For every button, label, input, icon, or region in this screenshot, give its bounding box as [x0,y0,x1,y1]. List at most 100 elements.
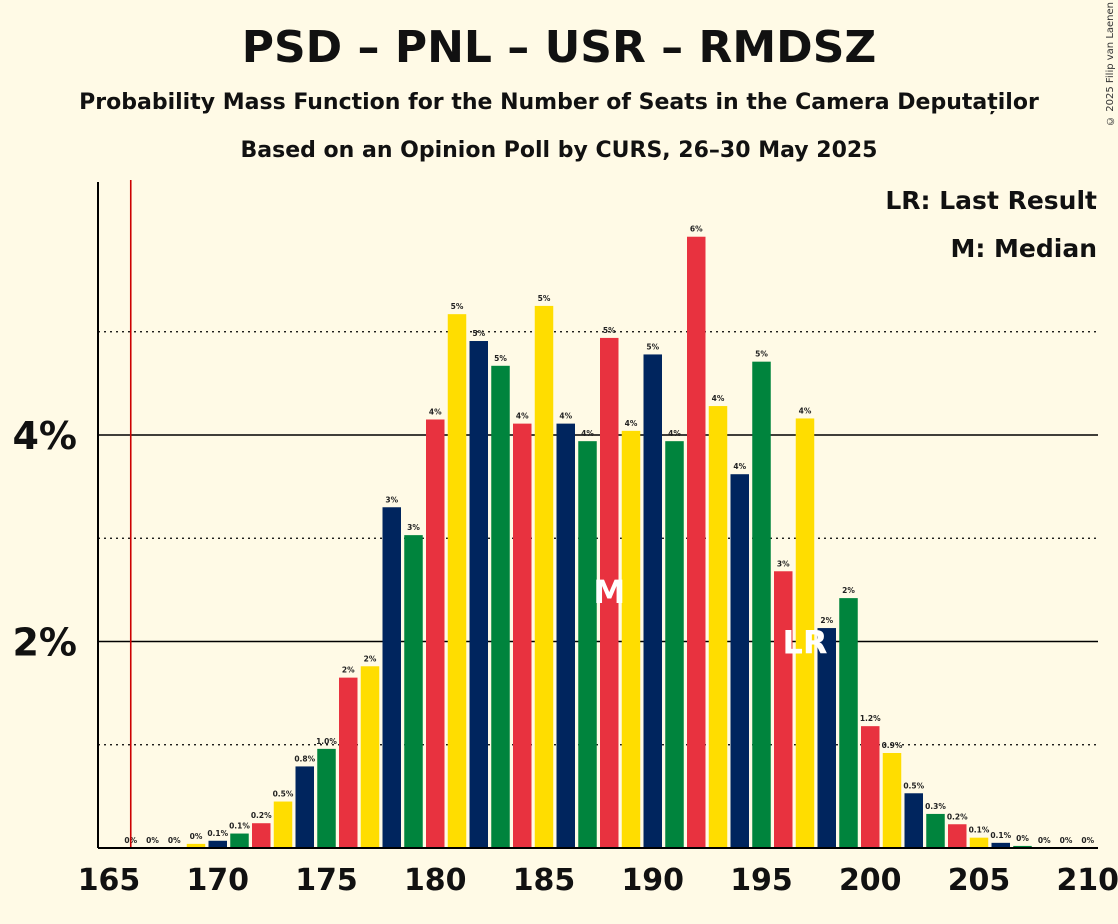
x-tick-label-165: 165 [78,863,141,898]
bar-label-183: 5% [494,354,507,363]
bar-label-186: 4% [559,412,572,421]
bar-label-209: 0% [1060,836,1073,845]
bar-169 [186,843,206,848]
x-tick-label-195: 195 [730,863,793,898]
bar-label-177: 2% [364,654,377,663]
y-tick-label-4: 4% [12,414,77,458]
x-tick-label-200: 200 [839,863,902,898]
bar-label-169: 0% [190,832,203,841]
bar-label-191: 4% [668,429,681,438]
bar-label-187: 4% [581,429,594,438]
chart-title: PSD – PNL – USR – RMDSZ [241,22,877,73]
x-tick-label-170: 170 [186,863,249,898]
bar-label-188: 5% [603,326,616,335]
median-marker: M [593,573,625,611]
bar-183 [491,365,510,848]
bar-labels: 0%0%0%0%0.1%0.1%0.2%0.5%0.8%1.0%2%2%3%3%… [124,225,1094,845]
bars [186,236,1032,848]
bar-200 [861,726,880,848]
bar-label-178: 3% [385,495,398,504]
bar-label-179: 3% [407,523,420,532]
x-tick-label-210: 210 [1056,863,1118,898]
bar-202 [904,793,923,848]
bar-label-205: 0.1% [969,826,990,835]
bar-label-203: 0.3% [925,802,946,811]
bar-label-200: 1.2% [860,714,881,723]
bar-174 [295,766,314,848]
bar-198 [817,628,836,848]
bar-label-167: 0% [146,836,159,845]
bar-184 [513,423,532,848]
bar-189 [621,430,641,848]
bar-label-197: 4% [799,406,812,415]
bar-label-204: 0.2% [947,812,968,821]
bar-196 [774,571,793,848]
bar-label-192: 6% [690,225,703,234]
bar-label-171: 0.1% [229,822,250,831]
bar-label-180: 4% [429,407,442,416]
bar-label-184: 4% [516,412,529,421]
bar-201 [882,753,902,848]
bar-203 [926,813,945,848]
markers: M LR [129,180,828,848]
x-tick-label-185: 185 [513,863,576,898]
x-tick-label-205: 205 [948,863,1011,898]
x-tick-label-175: 175 [295,863,358,898]
bar-207 [1013,845,1032,848]
bar-label-181: 5% [451,302,464,311]
axes: 165 170 175 180 185 190 195 200 205 210 2% 4% [12,182,1118,898]
bar-187 [578,441,597,848]
bar-194 [730,474,749,848]
bar-186 [556,423,575,848]
bar-193 [708,406,728,848]
chart-source: Based on an Opinion Poll by CURS, 26–30 … [240,138,878,163]
x-tick-label-190: 190 [621,863,684,898]
bar-label-173: 0.5% [273,790,294,799]
bar-176 [339,677,358,848]
bar-182 [469,341,488,848]
bar-192 [687,236,706,848]
bar-191 [665,441,684,848]
bar-label-194: 4% [733,462,746,471]
bar-label-168: 0% [168,836,181,845]
bar-label-190: 5% [646,342,659,351]
bar-171 [230,833,249,848]
bar-label-175: 1.0% [316,737,337,746]
last-result-marker: LR [782,623,827,661]
bar-206 [991,842,1010,848]
bar-178 [382,507,401,848]
bar-label-198: 2% [820,616,833,625]
bar-label-208: 0% [1038,836,1051,845]
bar-label-207: 0% [1016,834,1029,843]
bar-label-195: 5% [755,350,768,359]
bar-label-210: 0% [1081,836,1094,845]
bar-label-196: 3% [777,559,790,568]
bar-199 [839,598,858,848]
chart-subtitle: Probability Mass Function for the Number… [79,90,1039,115]
bar-175 [317,748,336,848]
legend-last-result: LR: Last Result [885,186,1097,215]
bar-label-193: 4% [712,394,725,403]
bar-label-199: 2% [842,586,855,595]
bar-label-201: 0.9% [882,741,903,750]
bar-label-185: 5% [538,294,551,303]
bar-label-176: 2% [342,666,355,675]
bar-188 [600,337,619,848]
bar-185 [534,305,554,848]
y-tick-label-2: 2% [12,620,77,664]
x-tick-label-180: 180 [404,863,467,898]
bar-205 [969,837,989,848]
bar-180 [426,419,445,848]
bar-172 [252,823,271,848]
bar-label-182: 5% [472,329,485,338]
bar-177 [360,666,380,848]
bar-197 [795,418,815,848]
bar-190 [643,354,662,848]
bar-label-172: 0.2% [251,811,272,820]
bar-195 [752,361,771,848]
bar-170 [208,840,227,848]
bar-204 [948,824,967,848]
bar-label-189: 4% [625,419,638,428]
gridlines [98,331,1098,746]
